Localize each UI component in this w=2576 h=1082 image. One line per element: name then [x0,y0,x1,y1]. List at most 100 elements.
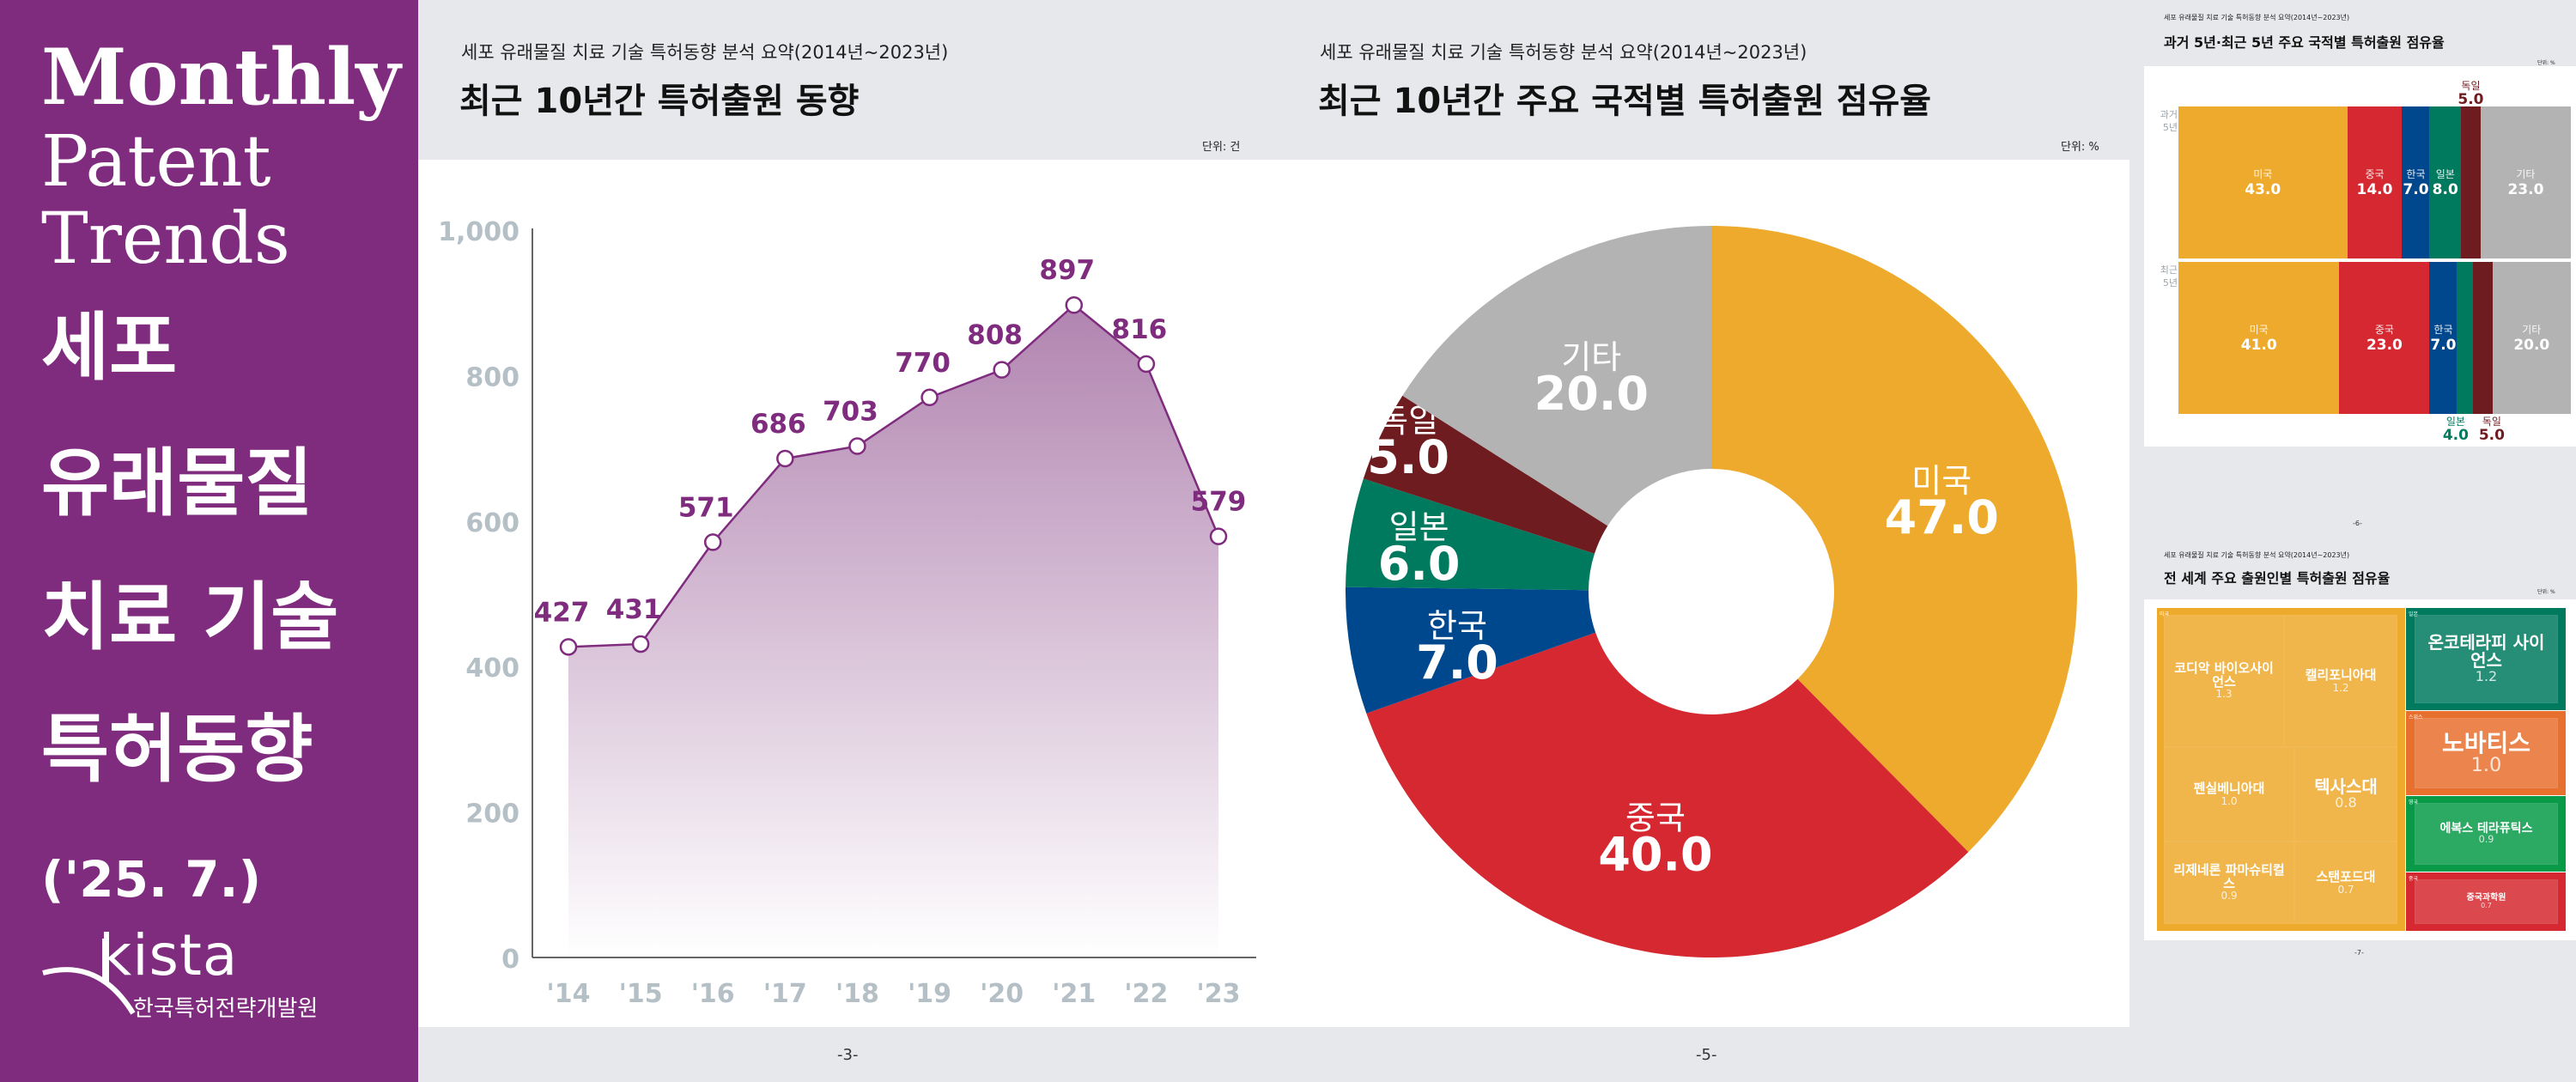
data-label: 703 [823,397,878,428]
page5-subtitle: 세포 유래물질 치료 기술 특허동향 분석 요약(2014년~2023년) [1320,42,1807,63]
segment-value: 4.0 [2442,427,2469,445]
segment-label: 일본 [2435,168,2455,180]
treemap-cell-value: 0.9 [2478,834,2494,846]
treemap-group-label: 미국 [2160,611,2170,617]
y-tick-label: 800 [465,362,519,392]
series-line [568,303,1220,648]
logo-swoosh-icon [42,939,136,1015]
logo-org-name: 한국특허전략개발원 [133,996,319,1022]
treemap-cell: 리제네론 파마슈티컬스 0.9 [2164,842,2294,924]
segment-label: 중국 [2365,168,2385,180]
treemap-group: 스위스 노바티스 1.0 [2406,711,2566,795]
data-label: 431 [606,594,662,625]
x-tick-label: '20 [980,979,1024,1009]
treemap-group-label: 일본 [2409,611,2419,617]
treemap-cell-name: 온코테라피 사이언스 [2427,632,2545,672]
segment-outside-label: 독일 5.0 [2476,416,2507,444]
page3-number: -3- [837,1046,859,1064]
treemap-cell: 코디악 바이오사이언스 1.3 [2164,615,2284,747]
bar-segment [2461,106,2481,258]
donut-slice [1346,587,1596,714]
x-tick-label: '22 [1124,979,1168,1009]
slice-label: 일본 [1389,508,1449,546]
data-point [1209,527,1228,545]
data-label: 571 [678,492,734,523]
slice-value: 40.0 [1598,828,1712,882]
area-fill [568,305,1218,958]
bar-segment: 중국 23.0 [2339,262,2430,414]
treemap-cell-name: 중국과학원 [2466,892,2506,903]
treemap-cell-value: 0.8 [2335,794,2357,812]
treemap-cell-name: 캘리포니아대 [2305,666,2377,683]
treemap-cell-value: 0.9 [2221,890,2238,903]
page7-subtitle: 세포 유래물질 치료 기술 특허동향 분석 요약(2014년~2023년) [2164,551,2350,559]
data-point [631,635,650,653]
segment-value: 14.0 [2356,181,2393,198]
bar-segment: 미국 41.0 [2178,262,2340,414]
slice-label: 한국 [1427,607,1487,645]
donut-slice [1711,226,2077,853]
treemap-cell: 에복스 테라퓨틱스 0.9 [2415,803,2558,865]
page7-unit: 단위: % [2537,589,2555,595]
y-tick-label: 1,000 [438,217,519,247]
bar-segment [2472,262,2493,414]
treemap-cell-value: 1.2 [2332,681,2349,694]
cover-panel: Monthly Patent Trends 세포 유래물질 치료 기술 특허동향… [0,0,418,1082]
treemap-cell: 캘리포니아대 1.2 [2284,615,2397,747]
slice-value: 6.0 [1378,537,1461,591]
data-label: 816 [1112,314,1168,345]
segment-label: 독일 [2482,416,2501,428]
treemap-group-label: 중국 [2409,876,2419,882]
segment-value: 5.0 [2478,427,2505,445]
slice-value: 7.0 [1416,635,1498,690]
segment-value: 7.0 [2403,181,2429,198]
y-tick-label: 600 [465,508,519,538]
treemap-group: 일본 온코테라피 사이언스 1.2 [2406,608,2566,710]
data-point [776,449,794,468]
donut-slice [1363,395,1608,554]
treemap-cell: 노바티스 1.0 [2415,718,2558,788]
treemap-cell-name: 리제네론 파마슈티컬스 [2173,861,2285,891]
page5-title: 최근 10년간 주요 국적별 특허출원 점유율 [1318,82,1932,121]
y-tick-label: 200 [465,799,519,830]
segment-outside-label: 일본 4.0 [2440,416,2471,444]
segment-value: 20.0 [2513,337,2550,354]
cover-title-trends: Trends [41,198,290,280]
page6-unit: 단위: % [2537,60,2555,66]
line-chart: 0 200 400 600 800 1,000 '14 '15 '16 '17 '18 '19 '20 '… [438,217,1256,1009]
cover-kr-line4: 특허동향 [41,707,313,793]
segment-label: 일본 [2445,416,2465,428]
slice-label: 미국 [1911,462,1971,500]
data-label: 579 [1191,487,1247,518]
segment-value: 23.0 [2366,337,2403,354]
treemap-cell-value: 1.0 [2470,753,2502,776]
x-tick-label: '18 [835,979,879,1009]
data-point [993,361,1011,379]
segment-outside-label: 독일 5.0 [2455,80,2486,108]
segment-value: 23.0 [2507,181,2544,198]
bar-segment: 기타 23.0 [2480,106,2571,258]
page6-subtitle: 세포 유래물질 치료 기술 특허동향 분석 요약(2014년~2023년) [2164,14,2350,21]
segment-value: 43.0 [2245,181,2281,198]
x-tick-label: '21 [1052,979,1096,1009]
segment-label: 미국 [2249,324,2269,336]
data-point [703,533,722,551]
data-label: 897 [1039,255,1095,286]
cover-date: ('25. 7.) [41,850,262,909]
data-label: 770 [895,348,951,379]
donut-slice [1346,478,1595,591]
treemap-group-label: 영국 [2409,799,2419,805]
page3-title: 최근 10년간 특허출원 동향 [459,82,860,121]
bar-segment: 중국 14.0 [2347,106,2403,258]
treemap-cell-name: 노바티스 [2441,728,2531,757]
page7-number: -7- [2354,949,2364,957]
page6-number: -6- [2353,520,2362,527]
data-point [1065,295,1084,314]
segment-value: 8.0 [2432,181,2458,198]
x-tick-label: '19 [908,979,951,1009]
logo-text: kista [99,922,239,988]
slice-value: 20.0 [1534,367,1649,421]
data-label: 808 [967,320,1023,351]
x-tick-label: '23 [1197,979,1241,1009]
segment-label: 기타 [2522,324,2542,336]
